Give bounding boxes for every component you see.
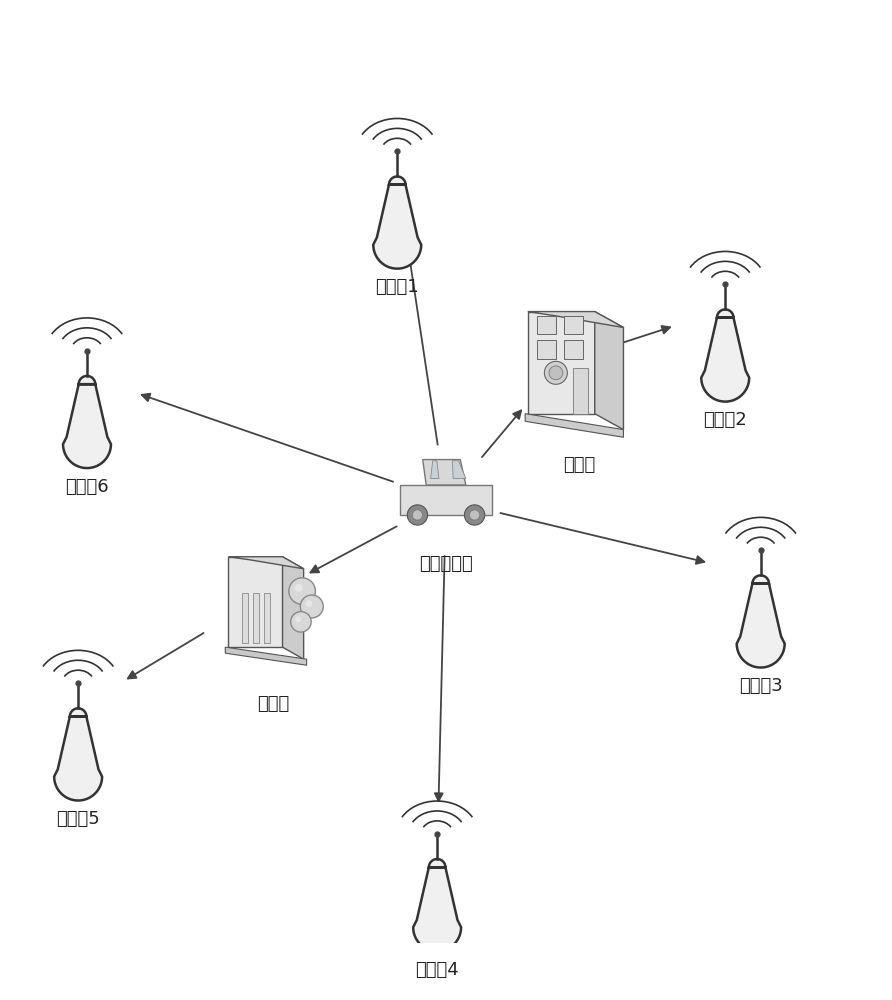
Polygon shape <box>431 461 439 479</box>
Text: 传感器2: 传感器2 <box>704 411 747 429</box>
Polygon shape <box>528 312 595 414</box>
Polygon shape <box>226 647 307 665</box>
Polygon shape <box>228 557 283 647</box>
Polygon shape <box>528 312 624 327</box>
Bar <box>564 316 582 334</box>
Polygon shape <box>525 414 624 437</box>
Text: 建筑物: 建筑物 <box>563 456 595 474</box>
Bar <box>252 593 260 643</box>
Text: 传感器3: 传感器3 <box>739 677 782 695</box>
Circle shape <box>305 600 312 607</box>
Bar <box>242 593 248 643</box>
Circle shape <box>291 612 311 632</box>
Polygon shape <box>595 312 624 430</box>
Bar <box>574 368 588 414</box>
Polygon shape <box>423 460 466 485</box>
Polygon shape <box>54 708 102 800</box>
Circle shape <box>412 510 423 520</box>
Circle shape <box>295 616 301 622</box>
Circle shape <box>295 584 302 592</box>
Circle shape <box>544 361 567 384</box>
Polygon shape <box>283 557 303 659</box>
Text: 建筑物: 建筑物 <box>257 695 289 713</box>
Circle shape <box>465 505 484 525</box>
Polygon shape <box>400 485 492 515</box>
Circle shape <box>289 578 316 604</box>
Circle shape <box>549 366 563 380</box>
Text: 传感器4: 传感器4 <box>416 961 459 979</box>
Text: 传感器1: 传感器1 <box>376 278 419 296</box>
Circle shape <box>408 505 427 525</box>
Polygon shape <box>737 575 785 668</box>
Polygon shape <box>373 176 421 269</box>
Circle shape <box>469 510 480 520</box>
Polygon shape <box>63 376 111 468</box>
Bar <box>537 316 556 334</box>
Circle shape <box>301 595 323 618</box>
Polygon shape <box>413 859 461 951</box>
Polygon shape <box>701 309 749 402</box>
Bar <box>537 340 556 359</box>
Text: 未知目标源: 未知目标源 <box>419 555 473 573</box>
Bar <box>263 593 270 643</box>
Text: 传感器6: 传感器6 <box>65 478 109 496</box>
Polygon shape <box>452 461 466 479</box>
Text: 传感器5: 传感器5 <box>56 810 100 828</box>
Polygon shape <box>228 557 303 569</box>
Bar <box>564 340 582 359</box>
